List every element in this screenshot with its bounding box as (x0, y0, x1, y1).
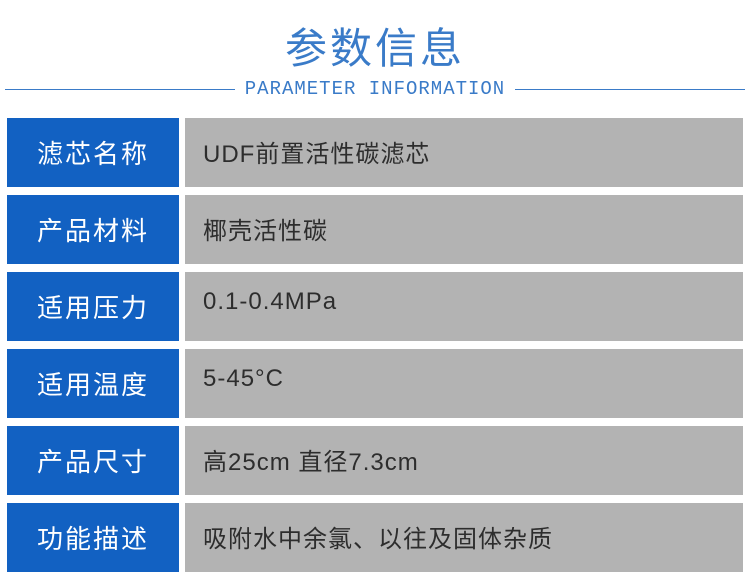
row-label: 适用压力 (7, 272, 179, 341)
table-row: 滤芯名称 UDF前置活性碳滤芯 (7, 118, 743, 187)
title-english: PARAMETER INFORMATION (245, 78, 505, 100)
row-label: 适用温度 (7, 349, 179, 418)
table-row: 功能描述 吸附水中余氯、以往及固体杂质 (7, 503, 743, 572)
divider-right (515, 89, 745, 90)
header: 参数信息 PARAMETER INFORMATION (0, 0, 750, 110)
row-label: 滤芯名称 (7, 118, 179, 187)
table-row: 适用压力 0.1-0.4MPa (7, 272, 743, 341)
row-value: 椰壳活性碳 (185, 195, 743, 264)
parameter-table: 滤芯名称 UDF前置活性碳滤芯 产品材料 椰壳活性碳 适用压力 0.1-0.4M… (7, 118, 743, 572)
row-value: 吸附水中余氯、以往及固体杂质 (185, 503, 743, 572)
row-label: 功能描述 (7, 503, 179, 572)
row-label: 产品材料 (7, 195, 179, 264)
title-chinese: 参数信息 (0, 15, 750, 76)
row-value: UDF前置活性碳滤芯 (185, 118, 743, 187)
row-value: 高25cm 直径7.3cm (185, 426, 743, 495)
row-value: 5-45°C (185, 349, 743, 418)
table-row: 适用温度 5-45°C (7, 349, 743, 418)
divider-left (5, 89, 235, 90)
row-value: 0.1-0.4MPa (185, 272, 743, 341)
table-row: 产品材料 椰壳活性碳 (7, 195, 743, 264)
table-row: 产品尺寸 高25cm 直径7.3cm (7, 426, 743, 495)
row-label: 产品尺寸 (7, 426, 179, 495)
title-english-row: PARAMETER INFORMATION (0, 78, 750, 100)
